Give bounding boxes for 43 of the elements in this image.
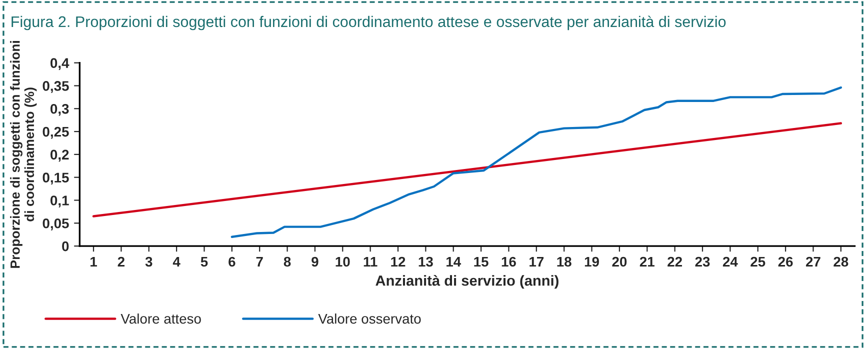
y-tick-label: 0,3 — [50, 104, 69, 116]
x-tick-label: 20 — [612, 256, 627, 267]
x-tick-label: 16 — [502, 256, 516, 267]
x-tick-label: 4 — [172, 256, 180, 267]
y-tick-label: 0,05 — [42, 218, 69, 230]
x-tick-label: 11 — [364, 256, 378, 267]
x-tick-label: 28 — [834, 256, 848, 267]
x-tick-label: 2 — [118, 256, 124, 267]
y-tick-label: 0,2 — [50, 150, 69, 162]
legend-label: Valore osservato — [318, 314, 421, 324]
x-tick-label: 5 — [200, 256, 208, 267]
y-tick-label: 0,35 — [42, 81, 69, 93]
y-tick-label: 0,15 — [42, 172, 69, 185]
x-tick-label: 23 — [695, 256, 710, 267]
x-tick-label: 25 — [750, 256, 766, 267]
x-tick-label: 13 — [418, 256, 433, 267]
y-axis-title: Proporzione di soggetti con funzioni di coordinamento (%) — [10, 41, 37, 268]
x-tick-label: 6 — [228, 256, 236, 267]
x-tick-label: 21 — [640, 256, 654, 267]
y-tick-label: 0,25 — [42, 126, 69, 139]
x-axis-title: Anzianità di servizio (anni) — [376, 274, 558, 289]
line-series — [230, 86, 842, 238]
x-tick-label: 1 — [90, 256, 97, 267]
x-tick-label: 19 — [584, 256, 599, 267]
x-tick-label: 3 — [145, 256, 152, 267]
x-tick-label: 15 — [474, 256, 488, 267]
x-tick-label: 26 — [778, 256, 793, 267]
x-tick-label: 7 — [256, 256, 263, 267]
x-tick-label: 27 — [806, 256, 820, 267]
x-tick-label: 22 — [668, 256, 682, 267]
chart-title: Figura 2. Proporzioni di soggetti con funzioni di coordinamento attese e osservate per anzianità di servizio — [12, 16, 726, 30]
legend-label: Valore atteso — [120, 314, 201, 324]
x-tick-label: 8 — [284, 256, 291, 267]
x-tick-label: 9 — [312, 256, 318, 267]
x-tick-label: 17 — [530, 256, 544, 267]
y-tick-label: 0,1 — [50, 196, 69, 208]
y-tick-label: 0 — [62, 241, 69, 252]
x-tick-label: 14 — [446, 256, 462, 267]
x-tick-label: 24 — [722, 256, 738, 267]
y-tick-label: 0,4 — [50, 58, 70, 70]
x-tick-label: 18 — [557, 256, 572, 267]
x-tick-label: 10 — [336, 256, 350, 267]
x-tick-label: 12 — [391, 256, 406, 267]
